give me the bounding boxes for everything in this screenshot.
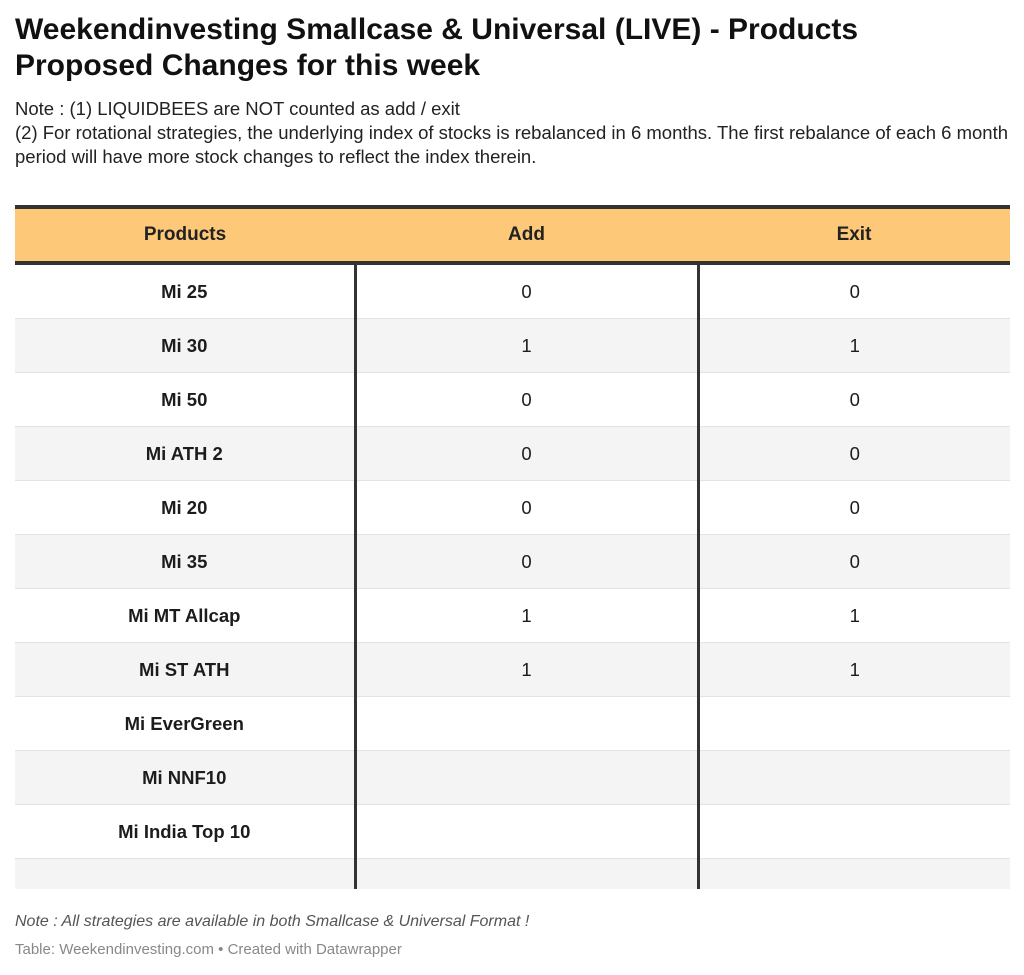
table-row: Mi ST ATH 1 1 (15, 642, 1010, 697)
add-cell (355, 804, 700, 859)
table-header-row: Products Add Exit (15, 205, 1010, 265)
column-header-add: Add (355, 205, 698, 265)
add-cell: 1 (355, 318, 700, 373)
exit-cell (698, 750, 1010, 805)
exit-cell (698, 804, 1010, 859)
page-title: Weekendinvesting Smallcase & Universal (… (15, 13, 859, 82)
exit-cell (698, 696, 1010, 751)
notes: Note : (1) LIQUIDBEES are NOT counted as… (15, 97, 1010, 169)
table-row: Mi EverGreen (15, 696, 1010, 751)
exit-cell: 0 (698, 372, 1010, 427)
add-cell: 0 (355, 263, 700, 319)
source-credit: Table: Weekendinvesting.com • Created wi… (15, 941, 402, 958)
add-cell (355, 750, 700, 805)
add-cell: 1 (355, 588, 700, 643)
add-cell: 0 (355, 534, 700, 589)
footer-note: Note : All strategies are available in b… (15, 913, 530, 930)
exit-cell: 1 (698, 642, 1010, 697)
exit-cell: 0 (698, 426, 1010, 481)
products-table: Products Add Exit Mi 25 0 0 Mi 30 1 1 Mi… (15, 205, 1010, 889)
product-cell: Mi 20 (15, 480, 357, 535)
exit-cell: 1 (698, 318, 1010, 373)
header-block: Weekendinvesting Smallcase & Universal (… (15, 12, 1010, 169)
table-row: Mi 50 0 0 (15, 372, 1010, 427)
table-row: Mi 25 0 0 (15, 263, 1010, 319)
product-cell: Mi EverGreen (15, 696, 357, 751)
add-cell: 0 (355, 480, 700, 535)
product-cell: Mi 30 (15, 318, 357, 373)
product-cell: Mi ATH 2 (15, 426, 357, 481)
table-row: Mi ATH 2 0 0 (15, 426, 1010, 481)
exit-cell (698, 858, 1010, 889)
product-cell: Mi ST ATH (15, 642, 357, 697)
column-header-products: Products (15, 205, 355, 265)
product-cell: Mi India Top 10 (15, 804, 357, 859)
product-cell: Mi 50 (15, 372, 357, 427)
add-cell: 0 (355, 372, 700, 427)
add-cell (355, 696, 700, 751)
exit-cell: 0 (698, 263, 1010, 319)
product-cell: Mi 25 (15, 263, 357, 319)
table-row: Mi 35 0 0 (15, 534, 1010, 589)
exit-cell: 0 (698, 480, 1010, 535)
table-row: Mi MT Allcap 1 1 (15, 588, 1010, 643)
product-cell: Mi NNF10 (15, 750, 357, 805)
products-table-container: Products Add Exit Mi 25 0 0 Mi 30 1 1 Mi… (15, 205, 1010, 889)
add-cell (355, 858, 700, 889)
exit-cell: 0 (698, 534, 1010, 589)
table-row: Mi 30 1 1 (15, 318, 1010, 373)
add-cell: 0 (355, 426, 700, 481)
add-cell: 1 (355, 642, 700, 697)
exit-cell: 1 (698, 588, 1010, 643)
column-header-exit: Exit (698, 205, 1010, 265)
product-cell: Mi 35 (15, 534, 357, 589)
table-row: Mi India Top 10 (15, 804, 1010, 859)
product-cell (15, 858, 357, 889)
note-line-1: Note : (1) LIQUIDBEES are NOT counted as… (15, 98, 460, 119)
table-row: Mi NNF10 (15, 750, 1010, 805)
table-row: Mi 20 0 0 (15, 480, 1010, 535)
table-row (15, 858, 1010, 889)
product-cell: Mi MT Allcap (15, 588, 357, 643)
note-line-2: (2) For rotational strategies, the under… (15, 122, 1009, 167)
